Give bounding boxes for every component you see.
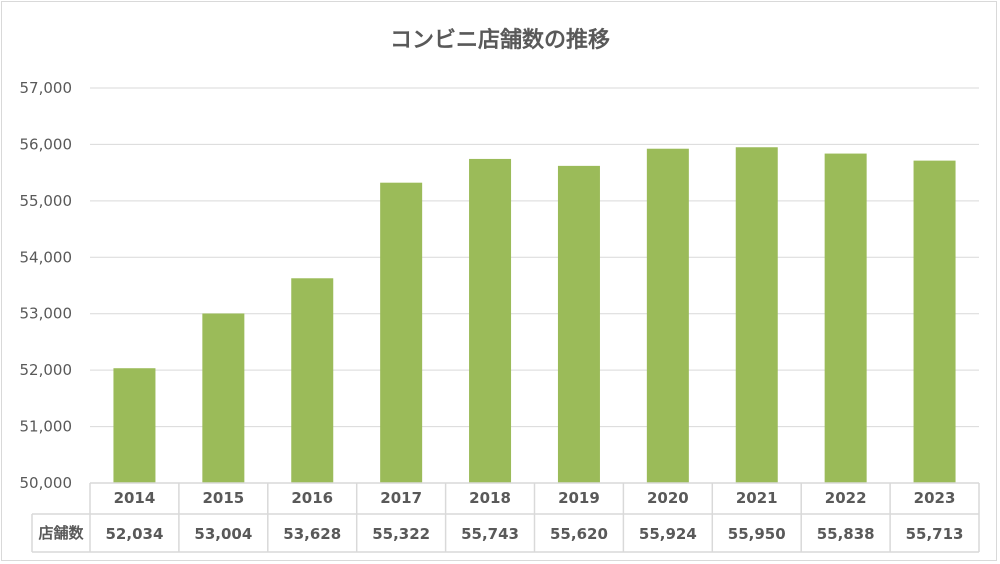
data-table-value: 55,743 (461, 525, 519, 543)
category-label: 2022 (825, 489, 867, 507)
bar-2019 (557, 165, 600, 483)
series-label: 店舗数 (38, 524, 84, 542)
y-tick-label: 52,000 (20, 361, 73, 379)
data-table-value: 55,322 (372, 525, 430, 543)
category-label: 2018 (469, 489, 511, 507)
category-label: 2019 (558, 489, 600, 507)
bar-2015 (202, 313, 245, 483)
data-table-value: 55,838 (817, 525, 875, 543)
category-label: 2021 (736, 489, 778, 507)
bar-2021 (735, 147, 778, 483)
data-table-value: 53,004 (194, 525, 252, 543)
data-table-value: 55,950 (728, 525, 786, 543)
category-label: 2016 (291, 489, 333, 507)
bar-2023 (913, 160, 956, 483)
y-tick-label: 57,000 (20, 79, 73, 97)
data-table-value: 55,620 (550, 525, 608, 543)
category-label: 2015 (202, 489, 244, 507)
data-table-value: 52,034 (106, 525, 164, 543)
chart-title: コンビニ店舗数の推移 (390, 27, 610, 53)
y-tick-label: 50,000 (20, 474, 73, 492)
bar-2020 (646, 148, 689, 483)
y-tick-label: 53,000 (20, 305, 73, 323)
data-table-value: 53,628 (283, 525, 341, 543)
bar-2014 (113, 368, 156, 483)
bar-2017 (380, 182, 423, 484)
category-label: 2017 (380, 489, 422, 507)
bar-2018 (469, 158, 512, 483)
y-tick-label: 51,000 (20, 418, 73, 436)
category-label: 2023 (914, 489, 956, 507)
category-label: 2020 (647, 489, 689, 507)
y-tick-label: 54,000 (20, 248, 73, 266)
bar-2016 (291, 278, 334, 483)
bar-2022 (824, 153, 867, 483)
category-label: 2014 (114, 489, 156, 507)
y-tick-label: 55,000 (20, 192, 73, 210)
data-table-value: 55,713 (906, 525, 964, 543)
y-tick-label: 56,000 (20, 135, 73, 153)
data-table-value: 55,924 (639, 525, 697, 543)
